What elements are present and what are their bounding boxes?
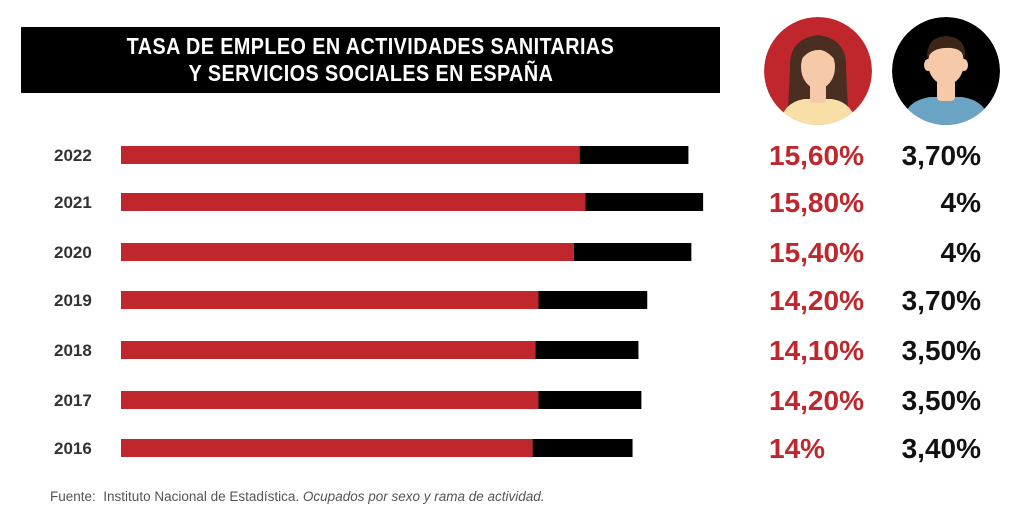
bar-women (121, 341, 536, 359)
year-label: 2017 (54, 391, 92, 410)
value-label-men: 3,40% (902, 433, 981, 464)
bar-women (121, 439, 533, 457)
value-label-men: 3,50% (902, 385, 981, 416)
year-label: 2019 (54, 291, 92, 310)
value-label-women: 15,80% (769, 187, 864, 218)
bar-women (121, 291, 539, 309)
bar-men (535, 341, 639, 359)
bar-men (538, 291, 648, 309)
bar-women (121, 193, 586, 211)
bar-men (579, 146, 689, 164)
man-avatar-icon (892, 17, 1000, 125)
bar-men (585, 193, 704, 211)
value-label-women: 15,60% (769, 140, 864, 171)
woman-avatar-icon (764, 17, 872, 125)
year-label: 2018 (54, 341, 92, 360)
title-line-2: Y SERVICIOS SOCIALES EN ESPAÑA (188, 60, 553, 86)
value-label-men: 4% (941, 187, 982, 218)
bar-men (573, 243, 692, 261)
year-label: 2021 (54, 193, 92, 212)
source-description: Ocupados por sexo y rama de actividad. (302, 489, 545, 504)
source-prefix: Fuente: (50, 489, 96, 504)
value-label-men: 4% (941, 237, 982, 268)
year-label: 2020 (54, 243, 92, 262)
value-label-men: 3,50% (902, 335, 981, 366)
bar-women (121, 146, 580, 164)
value-label-women: 14% (769, 433, 825, 464)
source-institution: Instituto Nacional de Estadística. (103, 489, 300, 504)
bar-men (532, 439, 633, 457)
year-label: 2022 (54, 146, 92, 165)
stacked-bar-chart: 2022 15,60% 3,70% 2021 15,80% 4% 2020 15,40% 4% 2… (54, 140, 982, 464)
source-note: Fuente: Instituto Nacional de Estadístic… (50, 489, 545, 504)
value-label-men: 3,70% (902, 285, 981, 316)
value-label-women: 14,10% (769, 335, 864, 366)
value-label-women: 14,20% (769, 385, 864, 416)
chart-title: TASA DE EMPLEO EN ACTIVIDADES SANITARIAS… (21, 27, 720, 93)
bar-men (538, 391, 642, 409)
value-label-men: 3,70% (902, 140, 981, 171)
bar-women (121, 243, 574, 261)
year-label: 2016 (54, 439, 92, 458)
bar-women (121, 391, 539, 409)
title-line-1: TASA DE EMPLEO EN ACTIVIDADES SANITARIAS (126, 33, 615, 59)
value-label-women: 14,20% (769, 285, 864, 316)
value-label-women: 15,40% (769, 237, 864, 268)
